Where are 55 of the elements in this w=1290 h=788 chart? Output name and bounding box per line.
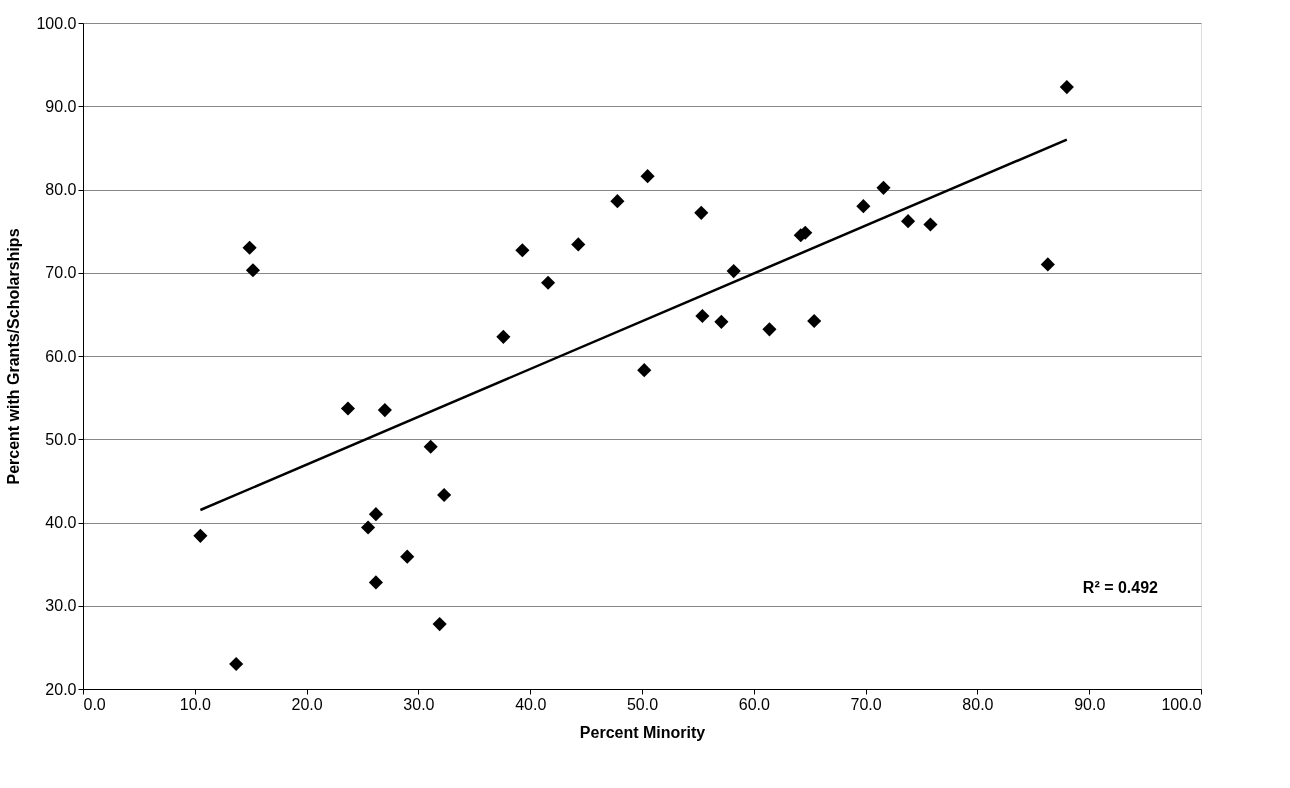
y-tick-label: 100.0 (36, 14, 77, 32)
annotation: R² = 0.492 (1082, 579, 1159, 596)
point (242, 240, 257, 255)
point (368, 575, 383, 590)
point (726, 264, 741, 279)
x-tick-label: 0.0 (83, 695, 106, 713)
point (1059, 80, 1074, 95)
y-tick-label: 80.0 (45, 181, 77, 198)
point (694, 205, 709, 220)
y-tick-label: 60.0 (45, 347, 77, 365)
x-tick-label: 80.0 (962, 695, 994, 713)
point (541, 275, 556, 290)
point (515, 243, 530, 258)
point (245, 263, 261, 278)
point (571, 237, 586, 252)
y-axis-title: Percent with Grants/Scholarships (5, 228, 23, 485)
point (437, 487, 452, 503)
point (1040, 257, 1055, 272)
x-tick-label: 60.0 (738, 695, 770, 713)
point (714, 314, 729, 329)
point (640, 169, 655, 184)
x-tick-label: 90.0 (1074, 695, 1106, 713)
x-tick-label: 70.0 (850, 695, 882, 713)
point (923, 217, 938, 232)
y-tick-label: 50.0 (45, 430, 77, 448)
y-tick-label: 20.0 (45, 680, 77, 698)
point (193, 528, 208, 543)
point (229, 656, 244, 672)
x-axis-title: Percent Minority (579, 723, 706, 741)
point (807, 313, 822, 329)
y-tick-label: 90.0 (45, 97, 77, 115)
x-tick-label: 40.0 (515, 695, 547, 713)
point (496, 329, 511, 344)
x-tick-label: 30.0 (403, 695, 435, 713)
x-tick-label: 50.0 (626, 695, 659, 713)
point (610, 194, 625, 209)
y-tick-label: 40.0 (45, 514, 77, 531)
point (856, 199, 871, 214)
x-tick-label: 100.0 (1161, 695, 1202, 713)
point (432, 616, 447, 632)
point (340, 401, 356, 416)
point (762, 322, 777, 337)
x-tick-label: 20.0 (291, 695, 323, 713)
point (695, 308, 710, 324)
point (361, 520, 376, 535)
point (377, 403, 392, 418)
point (901, 214, 916, 229)
y-tick-label: 30.0 (45, 597, 77, 615)
point (637, 363, 652, 378)
point (876, 180, 891, 195)
x-tick-label: 10.0 (179, 695, 211, 713)
y-tick-label: 70.0 (45, 264, 77, 282)
point (368, 507, 383, 522)
point (423, 439, 438, 454)
point (400, 549, 415, 564)
